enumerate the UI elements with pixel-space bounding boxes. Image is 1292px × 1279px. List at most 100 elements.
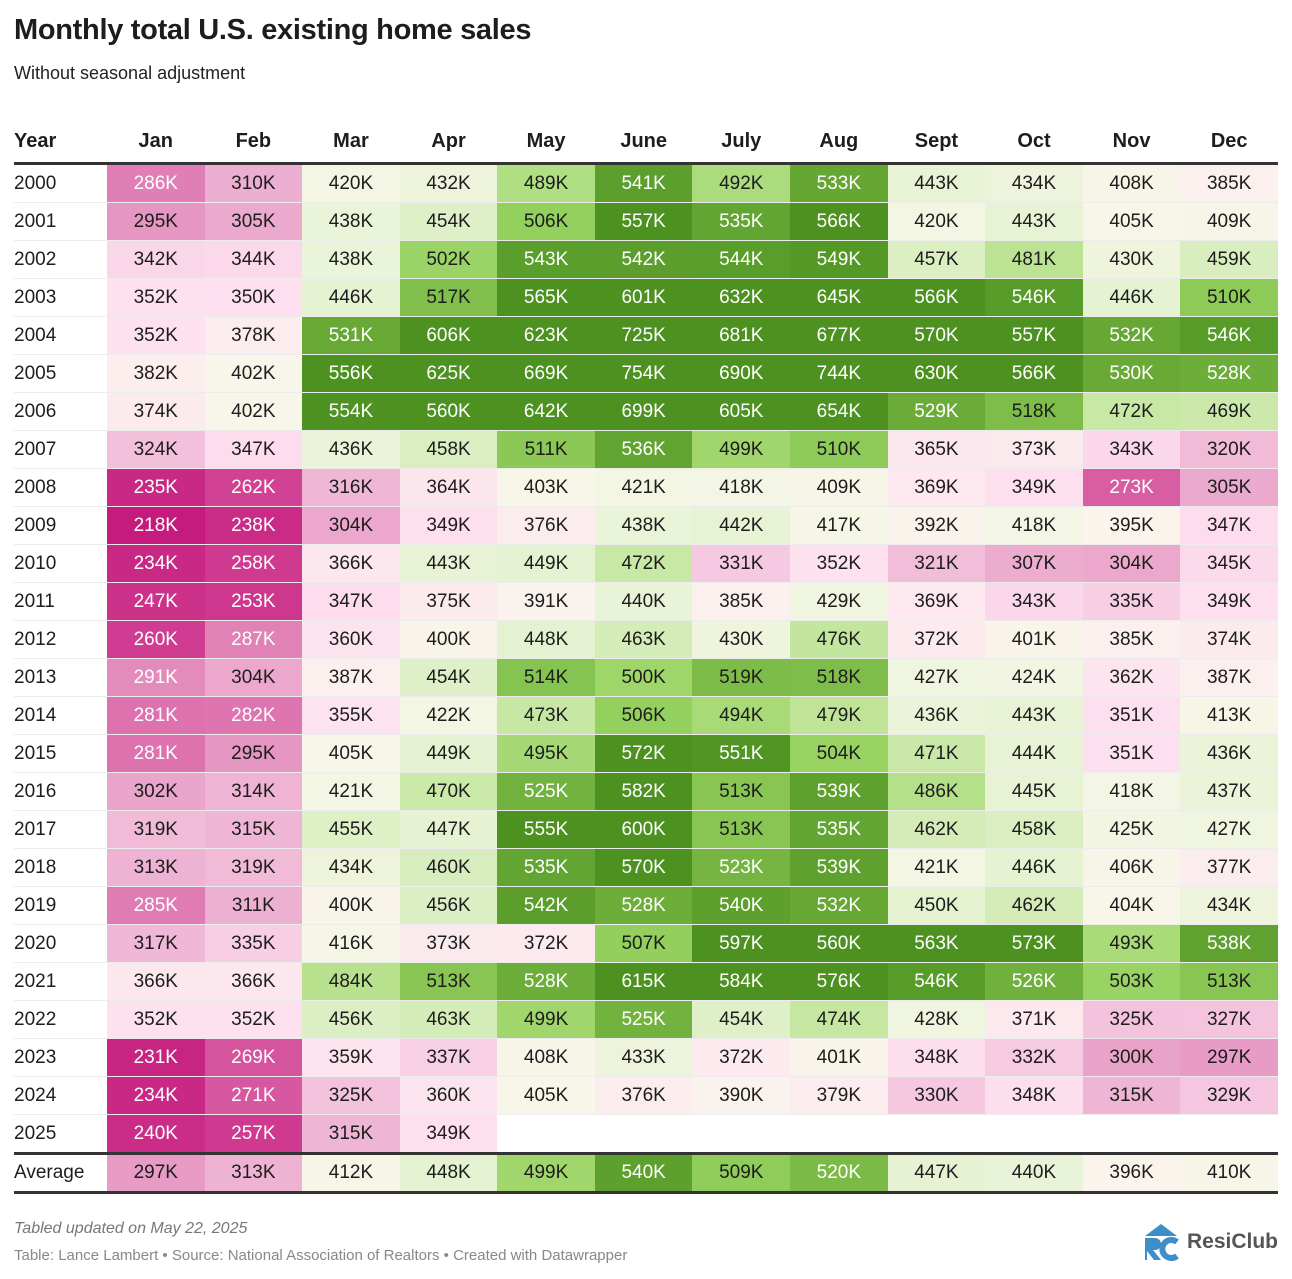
table-row: 2005 382K 402K 556K 625K 669K 754K 690K 744K 630K… [14,354,1278,393]
data-cell: 570K [887,316,986,355]
data-cell: 304K [1082,544,1181,583]
data-cell: 319K [204,848,303,887]
row-label: 2002 [14,240,107,279]
table-row: 2011 247K 253K 347K 375K 391K 440K 385K 429K 369K… [14,582,1278,621]
data-cell: 421K [594,468,693,507]
data-cell: 366K [107,962,205,1001]
table-row: 2012 260K 287K 360K 400K 448K 463K 430K 476K 372K… [14,620,1278,659]
data-cell: 474K [790,1000,888,1039]
data-cell: 513K [399,962,498,1001]
data-cell: 349K [985,468,1083,507]
data-cell: 262K [204,468,303,507]
data-cell: 519K [692,658,791,697]
data-cell: 427K [887,658,986,697]
data-cell: 295K [204,734,303,773]
data-cell: 645K [790,278,888,317]
data-cell: 438K [594,506,693,545]
column-header-feb: Feb [204,120,303,165]
row-label: 2011 [14,582,107,621]
table-row: 2018 313K 319K 434K 460K 535K 570K 523K 539K 421K… [14,848,1278,887]
data-cell: 364K [399,468,498,507]
row-label: 2010 [14,544,107,583]
data-cell: 351K [1082,696,1181,735]
data-cell: 503K [1082,962,1181,1001]
data-cell [1180,1114,1278,1154]
data-cell: 319K [107,810,205,849]
data-cell: 454K [399,202,498,241]
data-cell: 410K [1180,1152,1278,1194]
data-cell: 504K [790,734,888,773]
data-cell: 654K [790,392,888,431]
data-cell: 304K [204,658,303,697]
column-header-jan: Jan [107,120,205,165]
data-cell: 369K [887,582,986,621]
data-cell: 418K [985,506,1083,545]
data-cell: 405K [302,734,400,773]
data-cell: 413K [1180,696,1278,735]
data-cell: 335K [204,924,303,963]
data-cell: 359K [302,1038,400,1077]
data-cell: 499K [692,430,791,469]
data-cell: 436K [302,430,400,469]
data-cell: 557K [985,316,1083,355]
data-cell: 509K [692,1152,791,1194]
data-cell: 408K [497,1038,595,1077]
data-cell: 476K [790,620,888,659]
data-cell: 542K [594,240,693,279]
data-cell: 391K [497,582,595,621]
data-cell: 376K [594,1076,693,1115]
chart-subtitle: Without seasonal adjustment [14,63,246,83]
data-cell: 257K [204,1114,303,1154]
data-cell: 425K [1082,810,1181,849]
data-cell: 560K [399,392,498,431]
data-cell: 484K [302,962,400,1001]
data-cell: 463K [594,620,693,659]
table-row: 2006 374K 402K 554K 560K 642K 699K 605K 654K 529K… [14,392,1278,431]
data-cell: 511K [497,430,595,469]
data-cell: 525K [497,772,595,811]
data-cell: 297K [1180,1038,1278,1077]
data-cell: 615K [594,962,693,1001]
data-cell: 335K [1082,582,1181,621]
data-cell: 471K [887,734,986,773]
data-cell: 690K [692,354,791,393]
data-cell: 514K [497,658,595,697]
data-cell: 247K [107,582,205,621]
logo-text: ResiClub [1186,1230,1278,1253]
data-cell: 606K [399,316,498,355]
row-label: 2012 [14,620,107,659]
data-cell: 472K [594,544,693,583]
data-cell: 436K [887,696,986,735]
data-cell: 349K [399,1114,498,1154]
data-cell [594,1114,693,1154]
data-cell: 400K [302,886,400,925]
data-cell: 525K [594,1000,693,1039]
data-cell: 427K [1180,810,1278,849]
table-row: 2007 324K 347K 436K 458K 511K 536K 499K 510K 365K… [14,430,1278,469]
data-cell: 305K [204,202,303,241]
data-cell: 456K [399,886,498,925]
data-cell: 535K [497,848,595,887]
data-cell: 348K [985,1076,1083,1115]
row-label: 2013 [14,658,107,697]
data-cell: 392K [887,506,986,545]
data-cell [497,1114,595,1154]
data-cell: 446K [302,278,400,317]
data-cell: 699K [594,392,693,431]
data-cell: 446K [1082,278,1181,317]
data-cell: 434K [1180,886,1278,925]
data-cell: 372K [692,1038,791,1077]
data-cell: 313K [204,1152,303,1194]
data-cell: 432K [399,163,498,203]
data-cell: 327K [1180,1000,1278,1039]
data-cell: 600K [594,810,693,849]
data-cell: 310K [204,163,303,203]
data-cell: 458K [985,810,1083,849]
data-cell: 556K [302,354,400,393]
data-cell: 302K [107,772,205,811]
column-header-aug: Aug [790,120,888,165]
data-cell: 473K [497,696,595,735]
data-cell: 351K [1082,734,1181,773]
data-cell: 271K [204,1076,303,1115]
data-cell: 513K [692,810,791,849]
